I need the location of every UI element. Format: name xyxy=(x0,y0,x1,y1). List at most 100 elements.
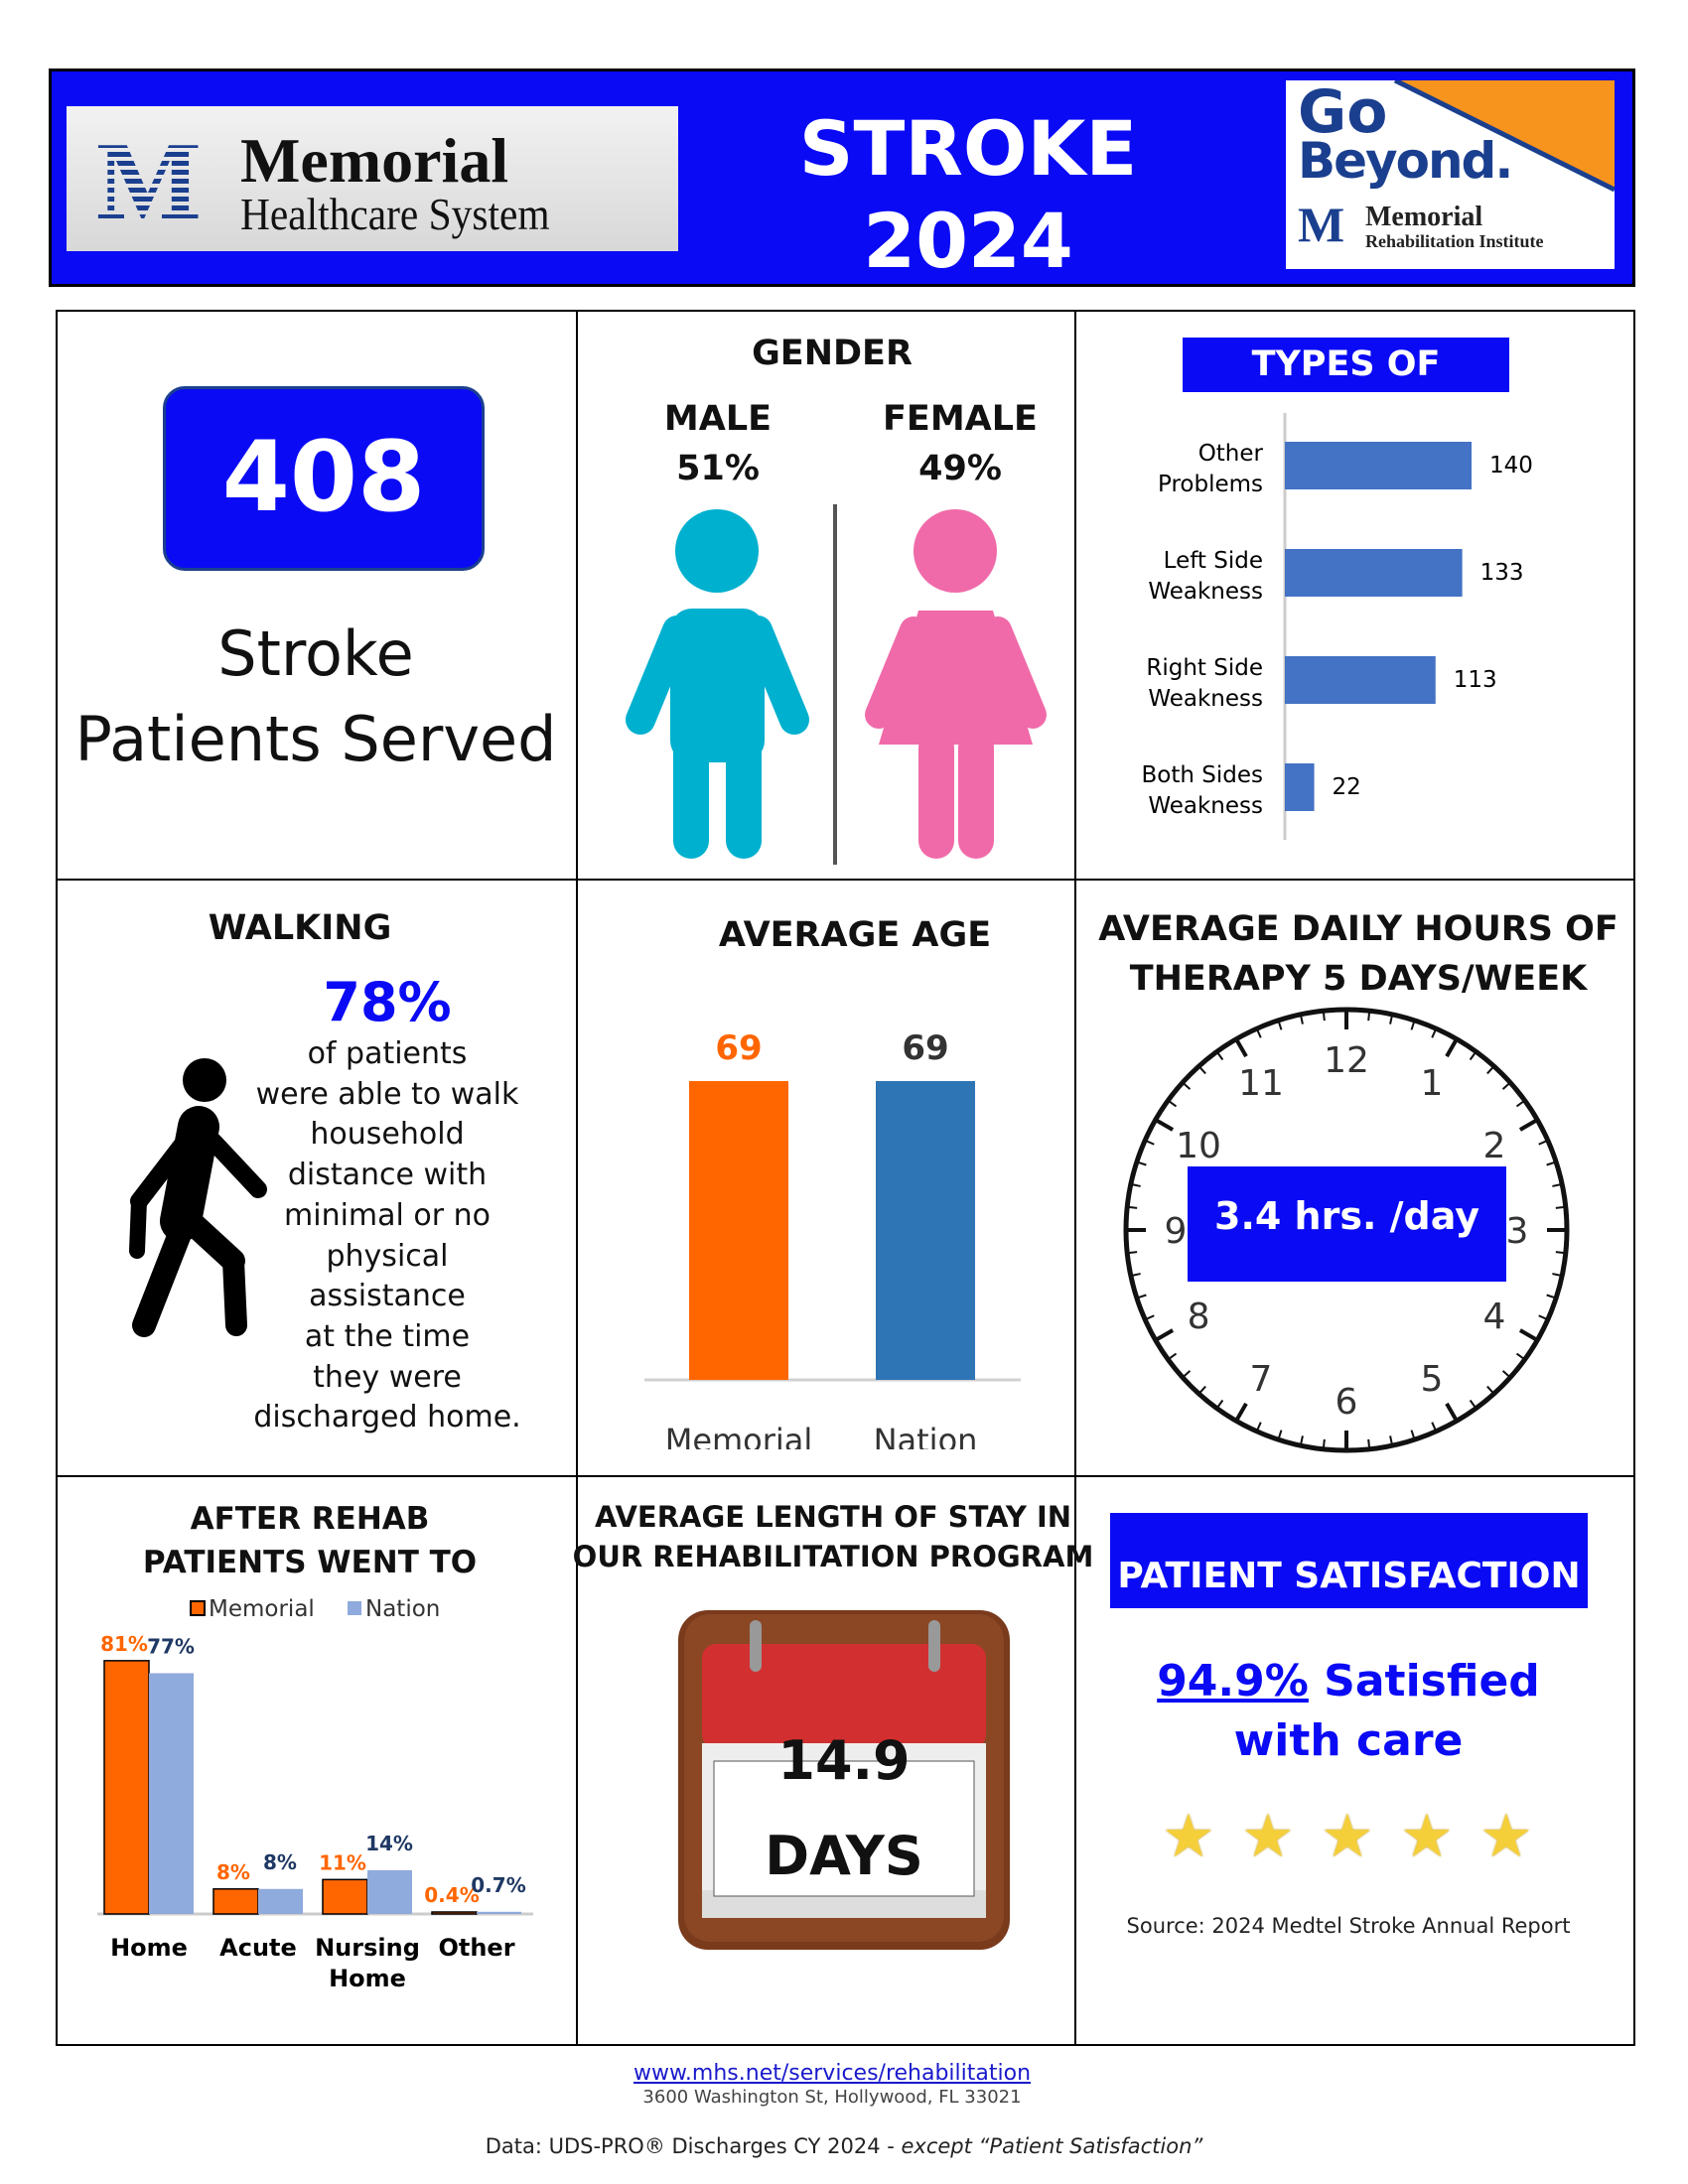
clock-number: 12 xyxy=(1324,1040,1369,1081)
types-of-stroke-chart: 140 Other Problems 133 Left Side Weakness 113 R… xyxy=(1142,413,1533,840)
clock-tick xyxy=(1486,1385,1495,1395)
average-age-title: AVERAGE AGE xyxy=(718,915,992,955)
data-label: 0.7% xyxy=(471,1873,525,1897)
bar xyxy=(477,1911,521,1914)
category-label: Memorial xyxy=(665,1422,813,1449)
bar xyxy=(367,1869,412,1914)
divider xyxy=(576,310,578,2046)
clock-tick xyxy=(1130,1182,1141,1187)
patients-label-2: Patients Served xyxy=(74,703,557,775)
clock-tick xyxy=(1367,1438,1371,1449)
clock-tick xyxy=(1322,1438,1326,1449)
category-label: Other xyxy=(438,1934,514,1962)
clock-tick xyxy=(1538,1139,1549,1146)
clock-number: 5 xyxy=(1421,1359,1444,1400)
bar xyxy=(149,1673,194,1914)
patient-count-box: 408 xyxy=(163,386,485,571)
category-label: Other xyxy=(1198,441,1264,467)
clock-tick xyxy=(1486,1065,1495,1075)
clock-tick xyxy=(1389,1014,1394,1024)
clock-number: 10 xyxy=(1176,1126,1221,1166)
clock-tick xyxy=(1410,1020,1416,1030)
clock-tick xyxy=(1515,1099,1526,1108)
female-figure-icon xyxy=(865,509,1047,859)
satisfaction-text: 94.9% Satisfied xyxy=(1157,1656,1540,1706)
data-label: 69 xyxy=(902,1028,948,1068)
female-label: FEMALE xyxy=(883,399,1038,439)
clock-tick xyxy=(1215,1399,1224,1410)
clock-tick xyxy=(1136,1294,1147,1299)
bar xyxy=(1285,763,1315,811)
divider xyxy=(56,879,1635,881)
satisfaction-label: Satisfied xyxy=(1308,1656,1540,1706)
clock-tick xyxy=(1130,1273,1141,1278)
clock-tick xyxy=(1182,1081,1192,1090)
therapy-title-1: AVERAGE DAILY HOURS OF xyxy=(1098,909,1618,949)
after-rehab-chart: Memorial Nation 81% 77% Home 8% 8% Acute 11%14% N… xyxy=(97,1596,533,1992)
data-label: 113 xyxy=(1454,667,1497,693)
clock-tick xyxy=(1501,1081,1511,1090)
page-title-line1: STROKE xyxy=(798,104,1138,193)
data-label: 133 xyxy=(1480,560,1524,586)
clock-tick xyxy=(1167,1099,1178,1108)
star-icon: ★ xyxy=(1321,1802,1374,1871)
data-label: 77% xyxy=(147,1634,195,1658)
los-title-2: OUR REHABILITATION PROGRAM xyxy=(572,1540,1094,1573)
logo-orange-swoosh xyxy=(1393,80,1615,193)
gender-figures xyxy=(626,504,1047,865)
clock-number: 9 xyxy=(1165,1211,1188,1252)
clock-tick xyxy=(1299,1435,1304,1446)
clock-tick xyxy=(1469,1050,1477,1061)
clock-tick xyxy=(1445,1037,1459,1058)
category-label: Nursing xyxy=(315,1934,420,1962)
clock-tick xyxy=(1255,1027,1262,1038)
male-percent: 51% xyxy=(676,449,760,488)
logo-right-name: Memorial xyxy=(1365,202,1483,232)
website-link[interactable]: www.mhs.net/services/rehabilitation xyxy=(633,2061,1032,2086)
clock-number: 1 xyxy=(1421,1063,1444,1104)
star-rating: ★ ★ ★ ★ ★ xyxy=(1162,1807,1539,1866)
data-label: 22 xyxy=(1333,774,1361,800)
average-age-chart: 69 Memorial 69 Nation xyxy=(644,1028,1021,1449)
bar xyxy=(258,1888,303,1914)
data-note-main: Data: UDS-PRO® Discharges CY 2024 - xyxy=(485,2134,902,2158)
bar xyxy=(876,1081,975,1380)
star-icon: ★ xyxy=(1241,1802,1295,1871)
data-note: Data: UDS-PRO® Discharges CY 2024 - exce… xyxy=(486,2134,1203,2158)
data-label: 8% xyxy=(263,1850,297,1874)
bar xyxy=(322,1878,368,1915)
category-label: Home xyxy=(329,1965,406,1992)
los-title-1: AVERAGE LENGTH OF STAY IN xyxy=(594,1500,1072,1534)
male-label: MALE xyxy=(663,399,773,439)
logo-beyond: Beyond. xyxy=(1298,132,1513,190)
clock-number: 3 xyxy=(1506,1211,1529,1252)
legend-swatch xyxy=(190,1600,206,1616)
bar xyxy=(212,1888,259,1915)
logo-left-sub: Healthcare System xyxy=(240,189,550,239)
category-label: Problems xyxy=(1158,472,1263,497)
data-label: 11% xyxy=(319,1850,366,1874)
clock-tick xyxy=(1322,1011,1326,1022)
data-label: 0.4% xyxy=(424,1883,479,1907)
walking-text-line: discharged home. xyxy=(253,1400,521,1435)
page-title-line2: 2024 xyxy=(863,197,1073,285)
after-rehab-title-2: PATIENTS WENT TO xyxy=(142,1545,478,1580)
category-label: Right Side xyxy=(1146,655,1263,681)
clock-tick xyxy=(1445,1402,1459,1423)
therapy-value-box: 3.4 hrs. /day xyxy=(1188,1166,1506,1282)
bar xyxy=(431,1911,478,1915)
clock-tick xyxy=(1234,1037,1248,1058)
clock-tick xyxy=(1518,1328,1539,1342)
clock-number: 7 xyxy=(1250,1359,1273,1400)
divider xyxy=(1074,310,1076,2046)
clock-number: 4 xyxy=(1483,1297,1506,1337)
divider xyxy=(56,1475,1635,1477)
clock-tick xyxy=(1127,1251,1138,1255)
clock-tick xyxy=(1154,1328,1175,1342)
walking-text-line: assistance xyxy=(309,1279,466,1314)
clock-tick xyxy=(1127,1205,1138,1209)
therapy-title-2: THERAPY 5 DAYS/WEEK xyxy=(1129,959,1588,999)
after-rehab-title-1: AFTER REHAB xyxy=(190,1501,430,1537)
category-label: Home xyxy=(110,1934,188,1962)
clock-number: 8 xyxy=(1188,1297,1210,1337)
